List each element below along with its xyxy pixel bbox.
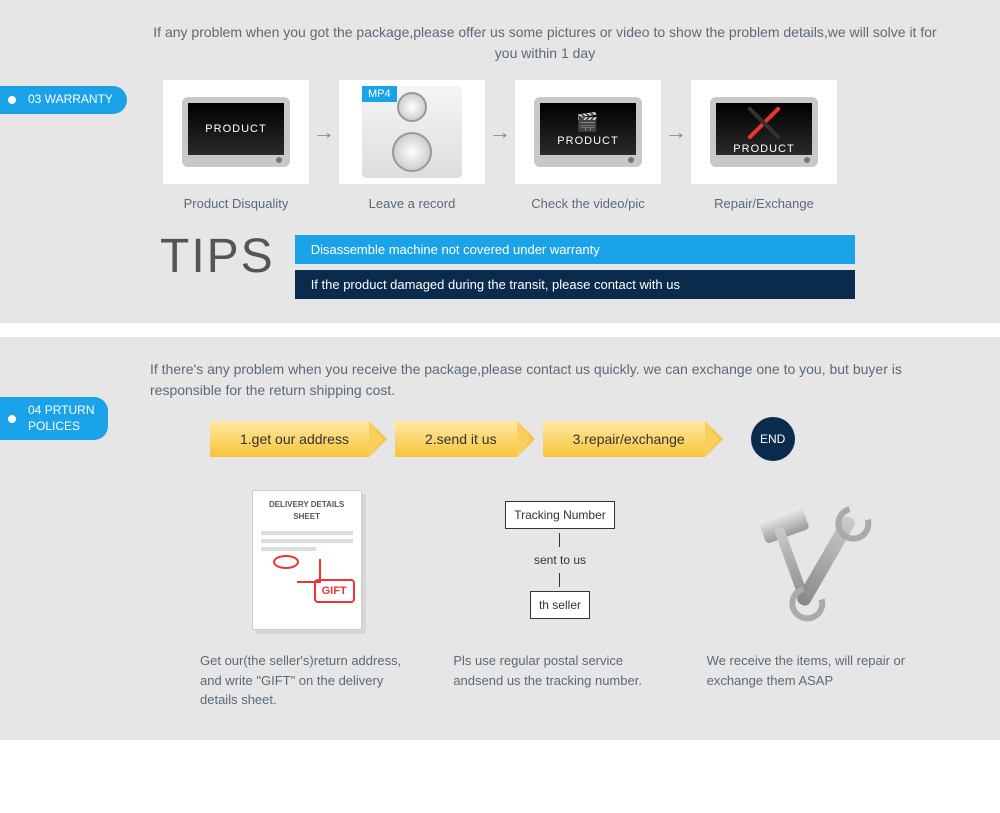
tracking-boxes: Tracking Number sent to us th seller [505,501,615,619]
return-badge-l2: PRTURN [45,403,95,417]
product-device-icon: PRODUCT [710,97,818,167]
warranty-panel: 03 WARRANTY If any problem when you got … [0,0,1000,323]
repair-exchange-tile: PRODUCT [691,80,837,184]
warranty-step-3-caption: Check the video/pic [515,196,661,211]
return-badge-num: 04 [28,403,41,417]
return-intro: If there's any problem when you receive … [0,337,1000,417]
return-col-2-text: Pls use regular postal service andsend u… [453,651,666,690]
return-end-circle: END [751,417,795,461]
device-label: PRODUCT [557,135,618,147]
warranty-step-4-caption: Repair/Exchange [691,196,837,211]
return-details-row: DELIVERY DETAILS SHEET GIFT Get our(the … [0,485,1000,740]
device-screen: PRODUCT [716,103,812,155]
device-dot-icon [628,157,634,163]
return-badge-l3: POLICES [28,419,80,433]
tracking-diagram-icon: Tracking Number sent to us th seller [453,485,666,635]
speaker-bottom-icon [392,132,432,172]
warranty-step-1: PRODUCT Product Disquality [163,80,309,211]
speaker-icon: MP4 [362,86,462,178]
tracking-top-box: Tracking Number [505,501,615,529]
clapper-icon: 🎬 [576,112,599,133]
return-steps-row: 1.get our address 2.send it us 3.repair/… [0,417,1000,485]
leave-record-tile: MP4 [339,80,485,184]
return-panel: 04 PRTURN POLICES If there's any problem… [0,337,1000,740]
device-screen: 🎬 PRODUCT [540,103,636,155]
warranty-step-3: 🎬 PRODUCT Check the video/pic [515,80,661,211]
tips-bars: Disassemble machine not covered under wa… [295,235,855,299]
return-col-3: We receive the items, will repair or exc… [707,485,920,710]
sheet-graphic: DELIVERY DETAILS SHEET GIFT [252,490,362,630]
return-step-2: 2.send it us [395,421,517,457]
gift-tag: GIFT [314,579,355,604]
warranty-badge-label: 03 WARRANTY [28,92,113,106]
tips-row: TIPS Disassemble machine not covered und… [0,229,1000,323]
device-dot-icon [276,157,282,163]
device-label: PRODUCT [205,123,266,135]
warranty-step-2: MP4 Leave a record [339,80,485,211]
speaker-top-icon [397,92,427,122]
mp4-tag: MP4 [362,86,397,102]
tools-icon [744,103,784,143]
arrow-icon: → [665,119,687,145]
arrow-icon: → [313,119,335,145]
return-step-3: 3.repair/exchange [543,421,705,457]
device-label: PRODUCT [733,143,794,155]
gift-ring-icon [273,555,299,569]
warranty-intro: If any problem when you got the package,… [0,0,1000,80]
tip-bar-2: If the product damaged during the transi… [295,270,855,299]
warranty-steps-row: PRODUCT Product Disquality → MP4 Leave a… [0,80,1000,229]
device-dot-icon [804,157,810,163]
return-col-1-text: Get our(the seller's)return address, and… [200,651,413,710]
return-col-2: Tracking Number sent to us th seller Pls… [453,485,666,710]
product-disquality-tile: PRODUCT [163,80,309,184]
warranty-step-2-caption: Leave a record [339,196,485,211]
product-device-icon: PRODUCT [182,97,290,167]
return-badge: 04 PRTURN POLICES [0,397,108,440]
tracking-bottom-box: th seller [530,591,590,619]
return-col-3-text: We receive the items, will repair or exc… [707,651,920,690]
arrow-icon: → [489,119,511,145]
warranty-badge: 03 WARRANTY [0,86,127,114]
return-step-1: 1.get our address [210,421,369,457]
repair-tools-icon [707,485,920,635]
sheet-header: DELIVERY DETAILS SHEET [261,499,353,523]
return-col-1: DELIVERY DETAILS SHEET GIFT Get our(the … [200,485,413,710]
warranty-step-4: PRODUCT Repair/Exchange [691,80,837,211]
check-video-tile: 🎬 PRODUCT [515,80,661,184]
tips-label: TIPS [160,229,275,284]
device-screen: PRODUCT [188,103,284,155]
tracking-mid-label: sent to us [534,551,586,569]
product-device-icon: 🎬 PRODUCT [534,97,642,167]
tip-bar-1: Disassemble machine not covered under wa… [295,235,855,264]
warranty-step-1-caption: Product Disquality [163,196,309,211]
hammer-wrench-icon [753,505,873,615]
delivery-sheet-icon: DELIVERY DETAILS SHEET GIFT [200,485,413,635]
